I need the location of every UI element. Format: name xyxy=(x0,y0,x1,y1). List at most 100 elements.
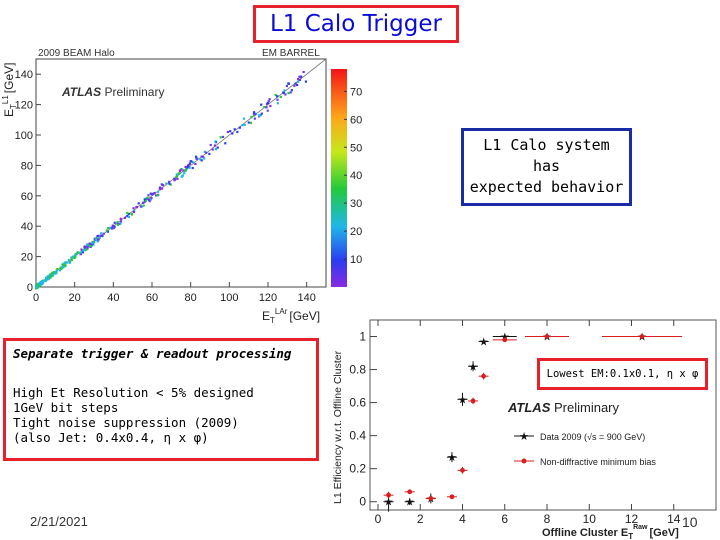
colorbar-tick-label: 30 xyxy=(350,198,362,210)
heatmap-cell xyxy=(95,237,98,240)
heatmap-watermark-bold: ATLAS xyxy=(61,85,101,99)
heatmap-cell xyxy=(252,112,256,115)
slide-page-number: 10 xyxy=(682,514,698,530)
efficiency-point-mc xyxy=(502,337,508,343)
heatmap-cell xyxy=(123,216,127,219)
heatmap-cell xyxy=(101,234,104,238)
heatmap-cell xyxy=(279,95,282,99)
heatmap-cell xyxy=(127,215,131,219)
heatmap-xtick-label: 80 xyxy=(185,292,197,304)
heatmap-cell xyxy=(83,248,86,252)
heatmap-cell xyxy=(133,209,136,212)
heatmap-cell xyxy=(191,161,194,164)
heatmap-cell xyxy=(231,132,234,135)
heatmap-cell xyxy=(205,151,208,154)
callout-line-2: has xyxy=(532,157,561,175)
colorbar-tick-label: 50 xyxy=(350,142,362,154)
heatmap-cell xyxy=(119,220,123,223)
heatmap-cell xyxy=(109,226,112,230)
heatmap-cell xyxy=(274,93,277,97)
heatmap-xlabel-sub: T xyxy=(270,316,275,325)
heatmap-cell xyxy=(298,75,301,78)
heatmap-xlabel: ETLAr [GeV] xyxy=(262,307,320,325)
legend-marker-data: ★ xyxy=(519,431,529,443)
heatmap-cell xyxy=(226,130,229,134)
heatmap-xtick-label: 120 xyxy=(259,292,277,304)
heatmap-cell xyxy=(296,83,299,87)
heatmap-cell xyxy=(137,202,140,205)
efficiency-point-mc xyxy=(386,492,391,498)
heatmap-cell xyxy=(287,82,290,85)
efficiency-point-mc xyxy=(470,398,476,404)
efficiency-watermark-text: Preliminary xyxy=(554,400,620,415)
heatmap-cell xyxy=(61,266,65,269)
heatmap-ytick-label: 60 xyxy=(21,191,33,203)
heatmap-watermark-text: Preliminary xyxy=(104,85,164,99)
heatmap-cell xyxy=(45,278,48,281)
heatmap-xlabel-sup: LAr xyxy=(275,307,288,316)
heatmap-cell xyxy=(153,191,156,195)
heatmap-cell xyxy=(41,280,45,283)
heatmap-cell xyxy=(56,268,59,271)
heatmap-cell xyxy=(302,70,305,74)
efficiency-ylabel: L1 Efficiency w.r.t. Offline Cluster xyxy=(332,350,344,504)
heatmap-cell xyxy=(258,114,261,117)
heatmap-cell xyxy=(194,155,198,158)
heatmap-cell xyxy=(96,238,99,241)
heatmap-cell xyxy=(175,176,178,179)
heatmap-cell xyxy=(155,194,158,197)
heatmap-cell xyxy=(203,150,206,153)
heatmap-cell xyxy=(293,84,296,87)
heatmap-cell xyxy=(64,264,67,267)
heatmap-cell xyxy=(144,199,147,202)
heatmap-cell xyxy=(253,117,256,120)
heatmap-cell xyxy=(126,214,129,218)
heatmap-cell xyxy=(285,84,289,88)
heatmap-ylabel-main: E xyxy=(2,109,16,117)
efficiency-ytick-label: 0.8 xyxy=(349,363,366,377)
heatmap-cell xyxy=(183,172,186,175)
heatmap-cell xyxy=(47,276,50,279)
efficiency-xtick-label: 14 xyxy=(667,512,681,526)
heatmap-cell xyxy=(186,166,189,169)
heatmap-cell xyxy=(59,266,62,269)
heatmap-xtick-label: 140 xyxy=(297,292,315,304)
heatmap-cell xyxy=(282,91,285,95)
heatmap-cell xyxy=(142,201,145,204)
heatmap-cell xyxy=(190,160,193,163)
heatmap-cell xyxy=(127,212,130,216)
heatmap-header-left: 2009 BEAM Halo xyxy=(38,48,115,59)
efficiency-xlabel-main: Offline Cluster E xyxy=(542,527,628,539)
heatmap-cell xyxy=(156,194,159,197)
heatmap-cell xyxy=(132,207,135,210)
efficiency-frame xyxy=(369,319,717,511)
legend-label-data: Data 2009 (√s = 900 GeV) xyxy=(540,432,645,442)
heatmap-cell xyxy=(73,255,77,259)
heatmap-cell xyxy=(61,264,65,267)
heatmap-cell xyxy=(88,242,92,245)
heatmap-cell xyxy=(60,267,63,270)
heatmap-cell xyxy=(175,173,178,176)
heatmap-cell xyxy=(119,222,122,225)
efficiency-point-mc xyxy=(428,496,434,501)
heatmap-cell xyxy=(283,89,286,92)
legend-label-mc: Non-diffractive minimum bias xyxy=(540,457,656,467)
slide-title: L1 Calo Trigger xyxy=(269,11,442,37)
trigger-info-line-1: High Et Resolution < 5% designed xyxy=(13,385,254,400)
trigger-info-line-4: (also Jet: 0.4x0.4, η x φ) xyxy=(13,430,209,445)
heatmap-cell xyxy=(130,212,133,215)
heatmap-cell xyxy=(35,286,38,289)
heatmap-cell xyxy=(84,247,87,250)
colorbar-tick-label: 20 xyxy=(350,226,362,238)
heatmap-cell xyxy=(158,188,162,191)
heatmap-cell xyxy=(112,226,115,230)
efficiency-watermark: ATLAS Preliminary xyxy=(507,400,620,415)
heatmap-cell xyxy=(157,190,160,193)
heatmap-xtick-label: 0 xyxy=(33,292,39,304)
heatmap-xtick-label: 40 xyxy=(107,292,119,304)
heatmap-cell xyxy=(38,282,41,285)
heatmap-colorbar xyxy=(331,69,347,287)
heatmap-cell xyxy=(267,100,270,103)
heatmap-cell xyxy=(167,180,171,183)
efficiency-point-data: ★ xyxy=(405,497,415,509)
